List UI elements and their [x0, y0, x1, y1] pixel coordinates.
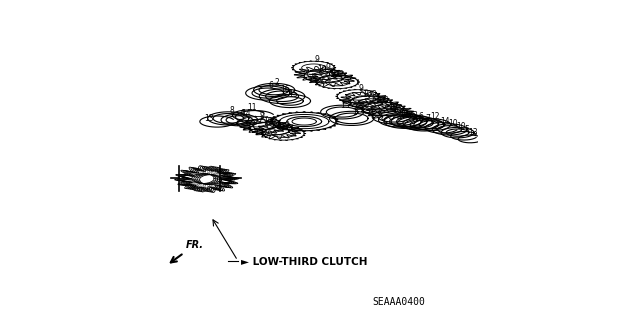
Text: 3: 3 — [412, 111, 417, 120]
Text: 9: 9 — [259, 111, 264, 120]
Text: ► LOW-THIRD CLUTCH: ► LOW-THIRD CLUTCH — [241, 257, 367, 267]
Text: 13: 13 — [205, 114, 214, 123]
Text: 15: 15 — [340, 101, 350, 110]
Text: 5: 5 — [465, 125, 470, 134]
Text: 9: 9 — [384, 97, 389, 106]
Text: 9: 9 — [338, 70, 343, 78]
Text: 9: 9 — [371, 90, 376, 99]
Text: 2: 2 — [275, 78, 280, 86]
Text: 9: 9 — [358, 84, 364, 93]
Text: 10: 10 — [363, 90, 372, 99]
Text: 10: 10 — [388, 103, 397, 112]
Text: 10: 10 — [399, 109, 408, 118]
Text: 12: 12 — [431, 112, 440, 121]
Text: 8: 8 — [229, 106, 234, 115]
Text: 16: 16 — [280, 85, 290, 94]
Text: 6: 6 — [419, 112, 424, 121]
Text: 10: 10 — [448, 119, 458, 128]
Text: 9: 9 — [326, 63, 330, 72]
Text: FR.: FR. — [186, 240, 204, 250]
Text: 10: 10 — [276, 122, 285, 131]
Text: 11: 11 — [247, 103, 257, 112]
Text: 10: 10 — [393, 106, 403, 115]
Text: 10: 10 — [330, 70, 339, 78]
Text: 10: 10 — [456, 122, 465, 131]
Text: 9: 9 — [314, 56, 319, 64]
Text: 10: 10 — [317, 65, 326, 74]
Text: 6: 6 — [269, 81, 273, 90]
Text: 10: 10 — [375, 97, 385, 106]
Text: 13: 13 — [468, 128, 478, 137]
Text: 9: 9 — [272, 116, 276, 125]
Text: 14: 14 — [241, 109, 250, 118]
Text: 14: 14 — [440, 117, 450, 126]
Text: 9: 9 — [284, 121, 289, 130]
Text: 10: 10 — [263, 117, 273, 126]
Text: 1: 1 — [353, 108, 357, 116]
Text: 15: 15 — [288, 90, 298, 99]
Text: SEAAA0400: SEAAA0400 — [372, 297, 426, 307]
Text: 16: 16 — [404, 111, 413, 120]
Text: 7: 7 — [425, 114, 430, 123]
Text: 4: 4 — [240, 109, 245, 118]
